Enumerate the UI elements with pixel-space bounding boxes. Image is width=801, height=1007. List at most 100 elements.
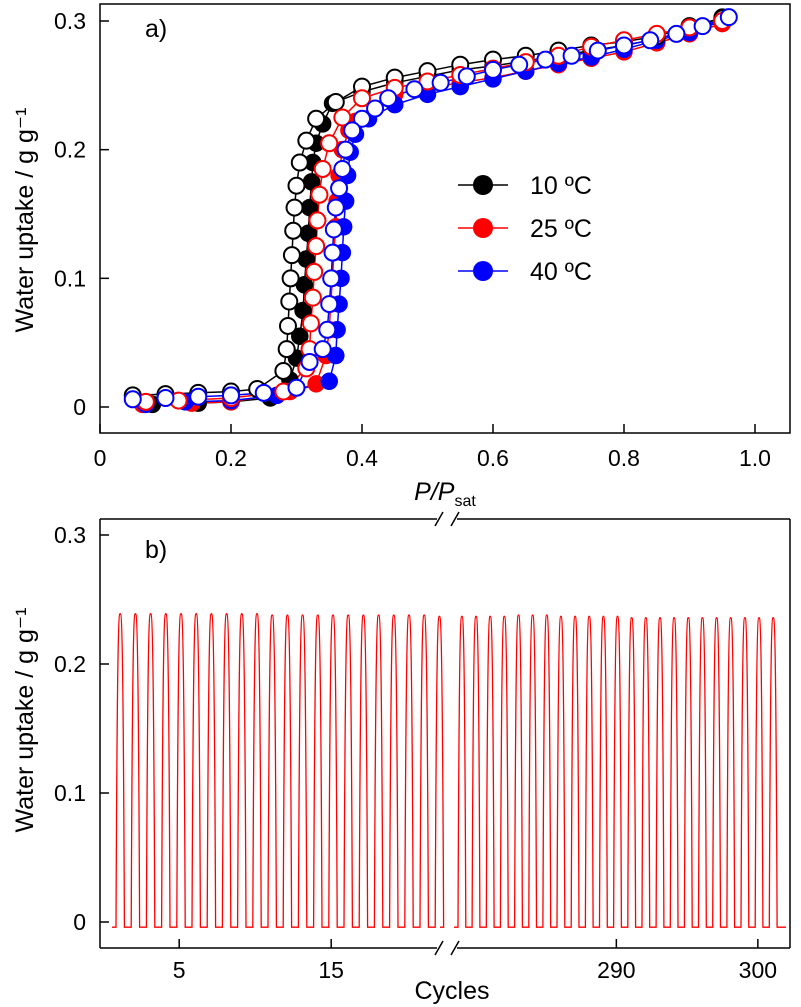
legend-marker <box>473 218 493 238</box>
desorption-point <box>285 198 304 217</box>
desorption-point <box>310 185 329 204</box>
x-tick-label: 15 <box>318 957 344 983</box>
desorption-point <box>326 93 345 112</box>
desorption-point <box>333 108 352 127</box>
y-tick-label: 0 <box>73 394 86 420</box>
desorption-point <box>290 153 309 172</box>
desorption-point <box>484 60 502 79</box>
x-tick-label: 0.2 <box>215 445 247 471</box>
desorption-point <box>282 246 301 265</box>
desorption-point <box>336 140 355 159</box>
desorption-point <box>189 387 208 406</box>
adsorption-point <box>291 327 309 345</box>
x-tick-label: 290 <box>597 957 635 983</box>
adsorption-point <box>320 372 338 391</box>
panel-b-x-axis-label: Cycles <box>414 977 489 1005</box>
desorption-point <box>322 269 341 288</box>
desorption-point <box>536 50 555 69</box>
desorption-point <box>510 55 529 74</box>
x-tick-label: 0.4 <box>346 445 378 471</box>
desorption-point <box>123 390 142 409</box>
desorption-point <box>303 288 322 307</box>
desorption-point <box>313 159 332 178</box>
panel-a-label: a) <box>145 15 167 43</box>
legend-marker <box>473 175 493 195</box>
panel-a-x-axis-label: P/Psat <box>414 478 476 510</box>
desorption-point <box>320 134 339 153</box>
legend-label: 10 ºC <box>530 172 592 200</box>
desorption-point <box>693 17 712 36</box>
desorption-point <box>353 109 371 128</box>
x-tick-label: 0.8 <box>608 445 640 471</box>
desorption-point <box>318 320 337 339</box>
desorption-point <box>457 67 476 86</box>
y-tick-label: 0.3 <box>54 8 86 34</box>
desorption-point <box>366 99 385 118</box>
desorption-point <box>562 46 581 65</box>
desorption-point <box>343 121 362 140</box>
panel-b-frame <box>99 511 791 956</box>
desorption-point <box>287 378 306 397</box>
desorption-point <box>301 314 320 333</box>
desorption-point <box>281 269 300 288</box>
x-label-over-p: /P <box>429 478 455 506</box>
y-tick-label: 0.2 <box>54 651 86 677</box>
legend-marker <box>473 261 493 281</box>
x-tick-label: 0 <box>94 445 107 471</box>
legend-label: 25 ºC <box>530 215 592 243</box>
y-tick-label: 0.1 <box>54 780 86 806</box>
x-tick-label: 0.6 <box>477 445 509 471</box>
desorption-point <box>254 383 273 402</box>
desorption-point <box>278 316 297 335</box>
desorption-point <box>405 80 424 99</box>
x-tick-label: 5 <box>173 957 186 983</box>
desorption-point <box>287 176 306 195</box>
panel-a-legend: 10 ºC 25 ºC 40 ºC <box>458 172 592 286</box>
desorption-point <box>324 220 343 239</box>
desorption-point <box>284 221 303 240</box>
panel-a-ticks: 0 0.2 0.4 0.6 0.8 1.0 0 0.1 0.2 0.3 <box>54 8 771 471</box>
desorption-point <box>719 8 738 27</box>
desorption-point <box>667 24 686 43</box>
cycling-trace <box>112 613 445 928</box>
cycling-trace <box>454 614 786 928</box>
desorption-point <box>156 388 175 407</box>
desorption-point <box>320 295 339 314</box>
desorption-point <box>588 41 607 60</box>
desorption-point <box>326 198 345 217</box>
legend-label: 40 ºC <box>530 258 592 286</box>
panel-a-frame <box>99 3 791 434</box>
desorption-point <box>333 159 352 178</box>
desorption-point <box>274 361 293 380</box>
y-tick-label: 0.2 <box>54 137 86 163</box>
desorption-point <box>222 386 240 405</box>
y-tick-label: 0.1 <box>54 265 86 291</box>
x-label-sub: sat <box>454 493 476 510</box>
desorption-point <box>305 262 324 281</box>
x-tick-label: 300 <box>739 957 777 983</box>
axis-break-mark <box>434 511 444 527</box>
desorption-point <box>307 109 326 128</box>
panel-a-data <box>123 8 738 414</box>
desorption-point <box>615 36 633 55</box>
desorption-point <box>379 89 398 108</box>
desorption-point <box>323 243 342 262</box>
panel-b-chart: 0 0.1 0.2 0.3 5 15 290 300 b) Water uptake / g … <box>11 511 791 1005</box>
desorption-point <box>353 89 371 108</box>
panel-b-label: b) <box>145 536 167 564</box>
desorption-point <box>280 292 299 311</box>
axis-break-mark <box>450 940 460 956</box>
x-tick-label: 1.0 <box>739 445 771 471</box>
adsorption-point <box>294 301 312 320</box>
axis-break-mark <box>450 511 460 527</box>
desorption-point <box>307 237 326 256</box>
axis-break-mark <box>434 940 444 956</box>
desorption-point <box>300 352 319 371</box>
panel-b-y-axis-label: Water uptake / g g⁻¹ <box>11 608 39 833</box>
panel-a-y-axis-label: Water uptake / g g⁻¹ <box>11 108 39 333</box>
desorption-point <box>641 31 660 50</box>
panel-b-data <box>112 613 786 928</box>
desorption-point <box>297 131 316 150</box>
x-label-p: P <box>414 478 431 506</box>
desorption-point <box>313 340 332 359</box>
